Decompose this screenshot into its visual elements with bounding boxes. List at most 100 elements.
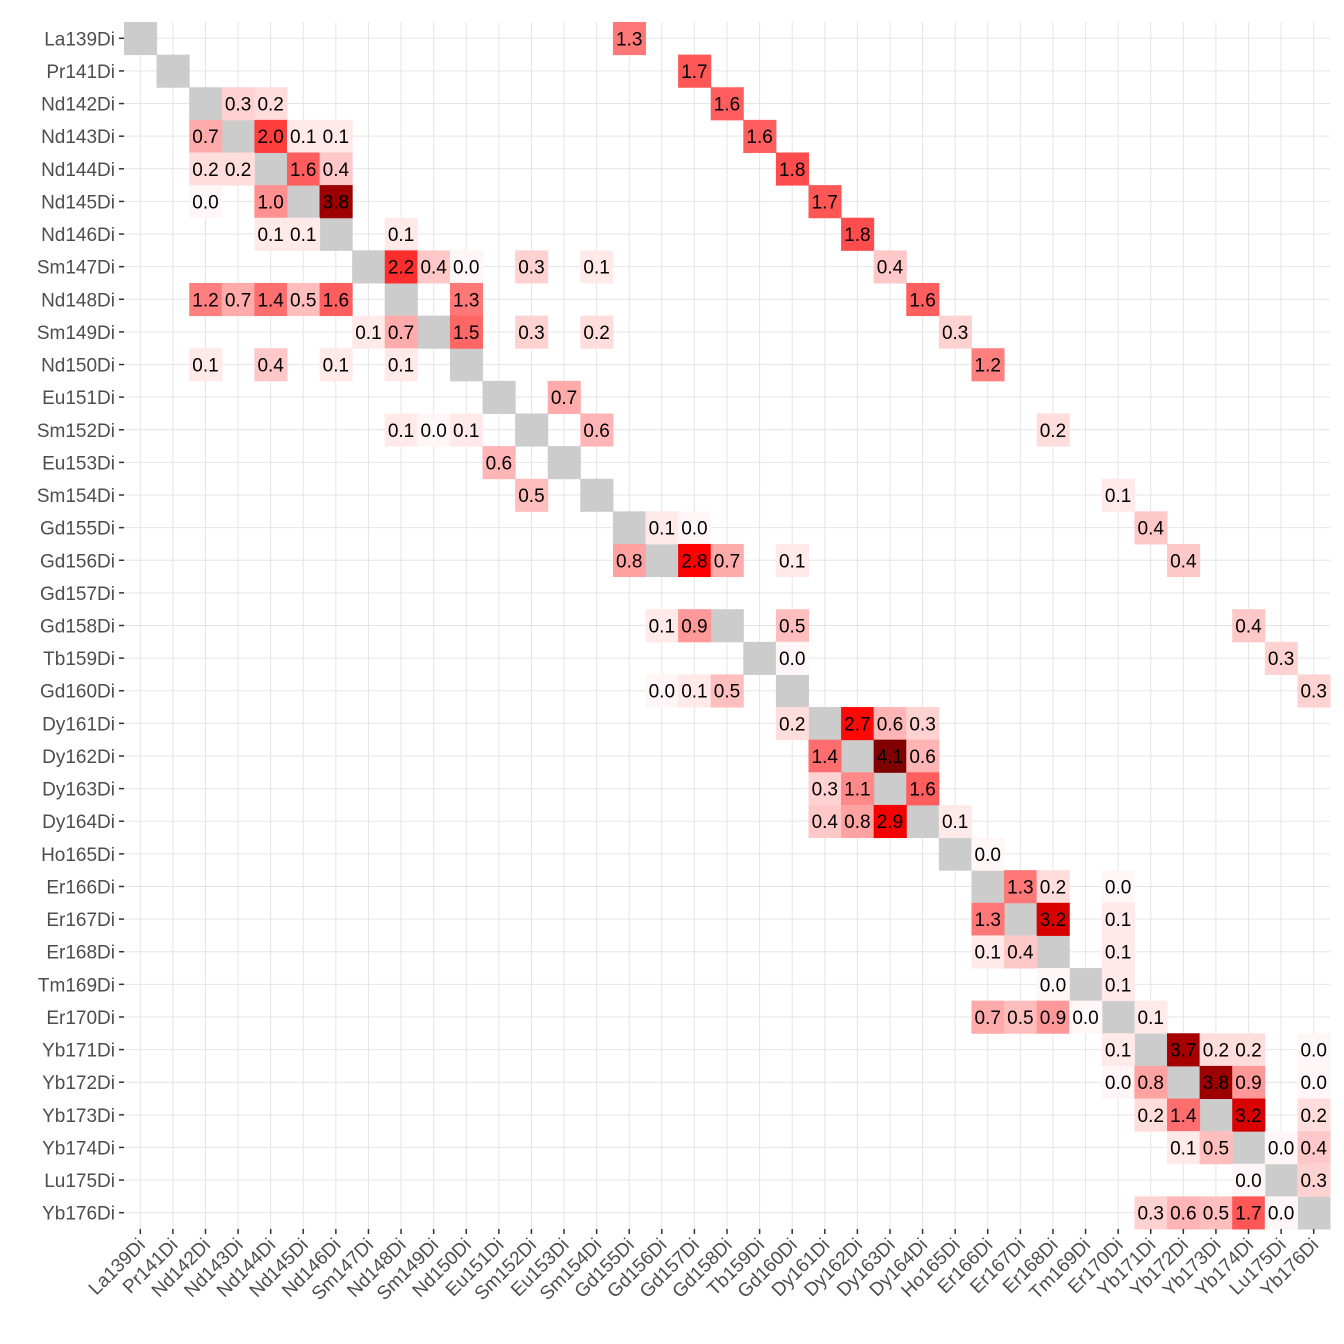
- heatmap-cell: [971, 935, 1005, 969]
- cell-value-label: 1.4: [257, 290, 284, 311]
- heatmap-cell: [678, 511, 712, 545]
- heatmap-cell: [1101, 902, 1135, 936]
- heatmap-cell: [775, 707, 809, 741]
- heatmap-cell: [1199, 1196, 1233, 1230]
- cell-value-label: 0.1: [290, 225, 316, 246]
- diagonal-cell: [841, 739, 875, 773]
- diagonal-cells: [124, 22, 1331, 1230]
- heatmap-cell: [1232, 1065, 1266, 1100]
- cell-value-label: 0.1: [975, 943, 1001, 964]
- heatmap-cell: [1069, 1000, 1103, 1034]
- heatmap-cell: [612, 22, 647, 56]
- heatmap-cell: [906, 772, 940, 806]
- heatmap-cell: [189, 185, 223, 219]
- heatmap-cell: [906, 739, 940, 773]
- y-tick-label: Gd158Di: [40, 617, 115, 638]
- heatmap-cell: [1232, 1163, 1266, 1197]
- cell-value-label: 0.0: [1072, 1008, 1098, 1029]
- heatmap-cell: [1297, 1065, 1331, 1100]
- heatmap-cell: [873, 804, 907, 839]
- heatmap-cell: [808, 185, 842, 219]
- heatmap-cell: [254, 282, 288, 317]
- diagonal-cell: [1101, 1000, 1135, 1034]
- heatmap-cell: [1036, 413, 1070, 447]
- y-axis: La139Di Pr141Di Nd142Di Nd143Di Nd144Di Nd145…: [37, 29, 124, 1225]
- cell-value-label: 1.8: [844, 225, 870, 246]
- cell-value-label: 0.0: [1300, 1073, 1326, 1094]
- heatmap-cell: [1101, 935, 1135, 969]
- cell-value-label: 0.5: [290, 290, 316, 311]
- cell-value-label: 0.8: [1138, 1073, 1164, 1094]
- heatmap-cell: [254, 119, 288, 153]
- heatmap-cell: [775, 609, 809, 643]
- heatmap-cell: [319, 119, 353, 153]
- heatmap-cell: [971, 837, 1005, 871]
- heatmap-cell: [1297, 1131, 1331, 1165]
- y-tick-label: Nd142Di: [41, 95, 115, 116]
- cell-value-label: 1.3: [1007, 877, 1033, 898]
- cell-value-label: 0.1: [681, 682, 707, 703]
- heatmap-cells: [189, 22, 1331, 1230]
- cell-value-label: 0.4: [1138, 519, 1165, 540]
- heatmap-cell: [775, 543, 809, 578]
- heatmap-cell: [1004, 870, 1038, 904]
- heatmap-cell: [678, 54, 712, 88]
- cell-value-label: 0.4: [257, 356, 284, 377]
- cell-value-label: 0.2: [1203, 1041, 1229, 1062]
- heatmap-cell: [1167, 1196, 1201, 1230]
- cell-value-label: 1.6: [323, 290, 349, 311]
- cell-value-label: 0.1: [649, 617, 675, 638]
- cell-value-label: 0.5: [1203, 1204, 1229, 1225]
- cell-value-label: 0.9: [681, 617, 707, 638]
- y-tick-label: Yb174Di: [42, 1138, 115, 1159]
- cell-value-label: 0.1: [942, 812, 968, 833]
- heatmap-cell: [1101, 870, 1135, 904]
- y-tick-label: Er170Di: [46, 1008, 115, 1029]
- diagonal-cell: [1297, 1196, 1331, 1230]
- heatmap-cell: [189, 119, 223, 153]
- diagonal-cell: [971, 870, 1005, 904]
- cell-value-label: 0.4: [1235, 617, 1262, 638]
- cell-value-label: 0.1: [323, 127, 349, 148]
- diagonal-cell: [124, 22, 158, 56]
- heatmap-cell: [1264, 641, 1298, 675]
- heatmap-cell: [1036, 968, 1070, 1002]
- heatmap-cell: [319, 152, 353, 186]
- heatmap-cell: [808, 772, 842, 806]
- heatmap-cell: [612, 543, 647, 578]
- diagonal-cell: [417, 315, 451, 349]
- heatmap-cell: [1264, 1196, 1298, 1230]
- cell-value-label: 1.1: [844, 780, 870, 801]
- cell-value-label: 3.8: [323, 192, 349, 213]
- diagonal-cell: [938, 837, 972, 871]
- heatmap-cell: [1167, 1033, 1201, 1067]
- heatmap-cell: [417, 413, 451, 447]
- heatmap-cell: [808, 804, 842, 839]
- heatmap-cell: [1036, 1000, 1070, 1034]
- cell-value-label: 1.6: [746, 127, 772, 148]
- heatmap-cell: [841, 217, 875, 251]
- heatmap-cell: [580, 315, 614, 349]
- heatmap-cell: [515, 315, 549, 349]
- heatmap-cell: [352, 315, 386, 349]
- heatmap-cell: [1297, 674, 1331, 708]
- y-tick-label: Sm147Di: [37, 258, 115, 279]
- diagonal-cell: [482, 380, 516, 414]
- heatmap-cell: [286, 119, 321, 153]
- cell-value-label: 0.7: [388, 323, 414, 344]
- heatmap-cell: [384, 413, 418, 447]
- heatmap-cell: [482, 446, 516, 480]
- y-tick-label: Eu153Di: [42, 453, 115, 474]
- y-tick-label: Dy163Di: [42, 780, 115, 801]
- cell-value-label: 0.1: [388, 421, 414, 442]
- cell-value-label: 0.7: [551, 388, 577, 409]
- heatmap-cell: [775, 152, 809, 186]
- diagonal-cell: [1199, 1098, 1233, 1132]
- diagonal-cell: [808, 707, 842, 741]
- heatmap-cell: [319, 282, 353, 317]
- y-tick-label: Lu175Di: [44, 1171, 115, 1192]
- heatmap-cell: [678, 674, 712, 708]
- cell-value-label: 0.6: [1170, 1204, 1196, 1225]
- y-tick-label: Eu151Di: [42, 388, 115, 409]
- heatmap-cell: [1101, 1065, 1135, 1100]
